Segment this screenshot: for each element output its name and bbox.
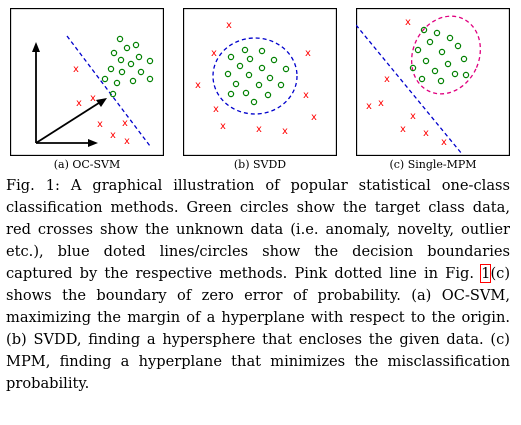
- svg-text:x: x: [73, 64, 79, 75]
- svg-text:x: x: [211, 48, 217, 59]
- y-axis-arrowhead: [32, 42, 40, 52]
- svg-text:x: x: [76, 98, 82, 109]
- svg-text:x: x: [303, 90, 309, 101]
- caption-text-before-ref: A graphical illustration of popular stat…: [6, 177, 510, 282]
- decision-hypersphere: [212, 37, 298, 115]
- subcaption-a: (a) OC-SVM: [53, 158, 121, 171]
- target-class-points: [101, 35, 154, 98]
- figure-caption: Fig. 1: A graphical illustration of popu…: [6, 175, 510, 395]
- subcaption-c: (c) Single-MPM: [389, 158, 477, 171]
- svg-text:x: x: [405, 17, 411, 28]
- target-class-points: [224, 46, 290, 106]
- svg-text:x: x: [110, 130, 116, 141]
- single-mpm-plot: xxx xxx xx: [356, 8, 510, 156]
- svg-text:x: x: [384, 74, 390, 85]
- oc-svm-plot: xx x x xx x: [10, 8, 164, 156]
- caption-label: Fig. 1:: [6, 177, 60, 194]
- caption-text-after-ref: (c) shows the boundary of zero error of …: [6, 265, 511, 392]
- panel-frame: [356, 8, 510, 156]
- svg-text:x: x: [305, 48, 311, 59]
- svg-text:x: x: [410, 111, 416, 122]
- svg-text:x: x: [366, 101, 372, 112]
- svg-text:x: x: [282, 126, 288, 137]
- svg-text:x: x: [90, 93, 96, 104]
- figure-reference-link[interactable]: 1: [480, 264, 492, 283]
- decision-hyperplane: [66, 35, 151, 147]
- svg-text:x: x: [400, 124, 406, 135]
- subcaption-b: (b) SVDD: [233, 158, 287, 171]
- zero-error-boundary: [410, 15, 482, 95]
- svg-text:x: x: [423, 128, 429, 139]
- svg-text:x: x: [378, 98, 384, 109]
- svg-text:x: x: [122, 118, 128, 129]
- normal-vector-arrow: [35, 100, 103, 144]
- svg-text:x: x: [441, 137, 447, 148]
- normal-vector-arrowhead: [96, 98, 107, 107]
- svg-text:x: x: [220, 121, 226, 132]
- svg-text:x: x: [97, 119, 103, 130]
- x-axis-arrowhead: [88, 139, 98, 147]
- svg-text:x: x: [195, 80, 201, 91]
- svg-text:x: x: [256, 124, 262, 135]
- svg-text:x: x: [226, 20, 232, 31]
- svg-text:x: x: [213, 104, 219, 115]
- svg-text:x: x: [311, 112, 317, 123]
- unknown-data-points: xxx xxx xx: [366, 17, 447, 148]
- target-class-points: [409, 26, 470, 85]
- svg-text:x: x: [124, 136, 130, 147]
- unknown-data-points: xx x x xx x: [73, 64, 130, 147]
